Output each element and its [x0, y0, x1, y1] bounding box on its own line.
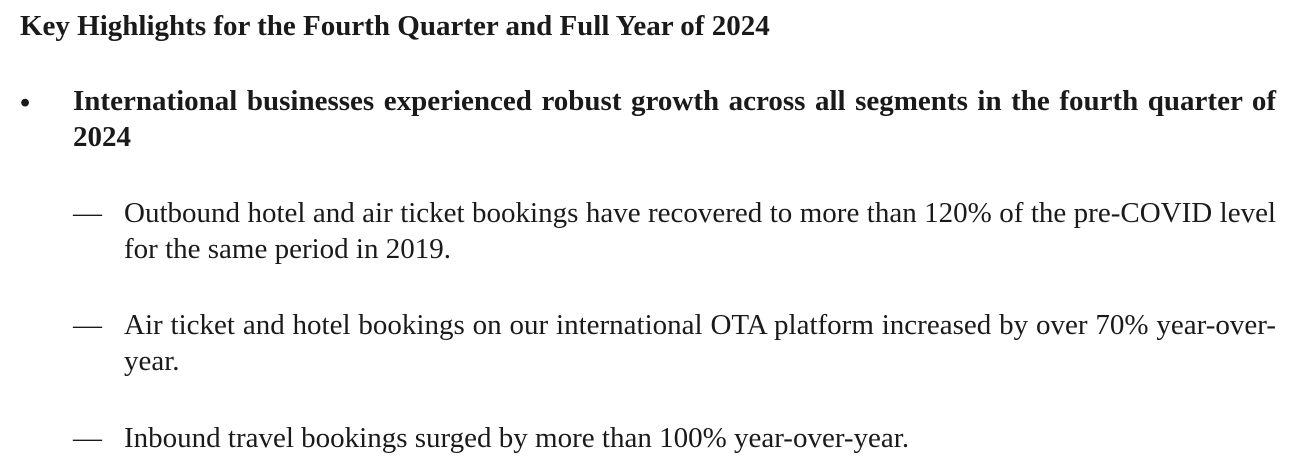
- sub-item-text: Inbound travel bookings surged by more t…: [124, 422, 910, 454]
- bullet-marker: •: [20, 87, 31, 119]
- bullet-text: International businesses experienced rob…: [73, 85, 1276, 153]
- dash-marker: —: [73, 422, 102, 454]
- section-heading: Key Highlights for the Fourth Quarter an…: [20, 10, 770, 42]
- dash-marker: —: [73, 309, 102, 341]
- dash-marker: —: [73, 197, 102, 229]
- sub-item-text: Air ticket and hotel bookings on our int…: [124, 309, 1276, 377]
- sub-item-text: Outbound hotel and air ticket bookings h…: [124, 197, 1276, 265]
